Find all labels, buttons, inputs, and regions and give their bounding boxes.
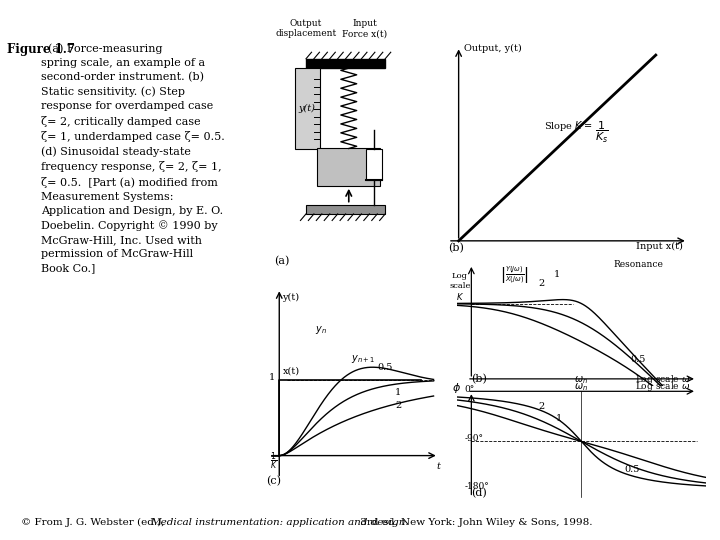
Text: y(t): y(t) [298, 104, 315, 113]
Text: $y_n$: $y_n$ [315, 325, 327, 336]
Text: -90°: -90° [464, 435, 484, 443]
Text: Output, y(t): Output, y(t) [464, 44, 522, 53]
Text: t: t [436, 462, 440, 471]
Text: $\left|\frac{Y(j\omega)}{X(j\omega)}\right|$: $\left|\frac{Y(j\omega)}{X(j\omega)}\rig… [500, 265, 528, 286]
Text: (a) Force-measuring
spring scale, an example of a
second-order instrument. (b)
S: (a) Force-measuring spring scale, an exa… [41, 43, 225, 273]
Text: (b): (b) [448, 244, 464, 254]
Text: 0°: 0° [464, 385, 475, 394]
Text: (d): (d) [472, 488, 487, 498]
Text: $\omega_n$: $\omega_n$ [575, 374, 588, 386]
Text: Log
scale
$K$: Log scale $K$ [449, 272, 470, 302]
Bar [317, 148, 380, 186]
Text: $\frac{1}{K}$: $\frac{1}{K}$ [270, 451, 278, 472]
Text: Log scale $\omega$: Log scale $\omega$ [635, 380, 690, 393]
Text: Resonance: Resonance [613, 260, 663, 269]
Text: $\phi$: $\phi$ [451, 381, 461, 395]
Text: (a): (a) [274, 256, 289, 266]
Text: 0.5: 0.5 [624, 465, 639, 474]
Text: 0.5: 0.5 [377, 363, 392, 372]
Text: 2: 2 [539, 279, 544, 288]
Text: 3rd ed. New York: John Wiley & Sons, 1998.: 3rd ed. New York: John Wiley & Sons, 199… [357, 518, 593, 526]
Text: 1: 1 [554, 270, 560, 279]
Text: 2: 2 [395, 401, 401, 410]
Text: © From J. G. Webster (ed.),: © From J. G. Webster (ed.), [22, 518, 168, 526]
Text: Input x(t): Input x(t) [636, 242, 683, 252]
Text: 2: 2 [539, 402, 544, 411]
Text: Figure 1.7: Figure 1.7 [7, 43, 75, 56]
Text: Medical instrumentation: application and design.: Medical instrumentation: application and… [150, 518, 409, 526]
Bar [366, 148, 382, 180]
Text: 1: 1 [395, 388, 401, 397]
Text: 1: 1 [556, 414, 562, 423]
Bar [295, 68, 320, 148]
Text: $\omega_n$: $\omega_n$ [575, 381, 588, 393]
Bar [306, 59, 385, 68]
Text: $y_{n+1}$: $y_{n+1}$ [351, 353, 376, 364]
Text: (b): (b) [472, 374, 487, 384]
Text: $\dfrac{1}{K_s}$: $\dfrac{1}{K_s}$ [595, 120, 608, 145]
Text: Slope $K=$: Slope $K=$ [544, 118, 592, 132]
Text: Log scale $\omega$: Log scale $\omega$ [635, 374, 690, 387]
Text: 0.5: 0.5 [631, 355, 646, 364]
Text: 1: 1 [269, 373, 275, 382]
Text: (c): (c) [266, 476, 282, 487]
Bar [306, 205, 385, 214]
Text: Input
Force x(t): Input Force x(t) [342, 19, 387, 38]
Text: -180°: -180° [464, 482, 490, 491]
Text: Output
displacement: Output displacement [275, 19, 337, 38]
Text: y(t): y(t) [282, 293, 299, 302]
Text: x(t): x(t) [283, 367, 300, 375]
